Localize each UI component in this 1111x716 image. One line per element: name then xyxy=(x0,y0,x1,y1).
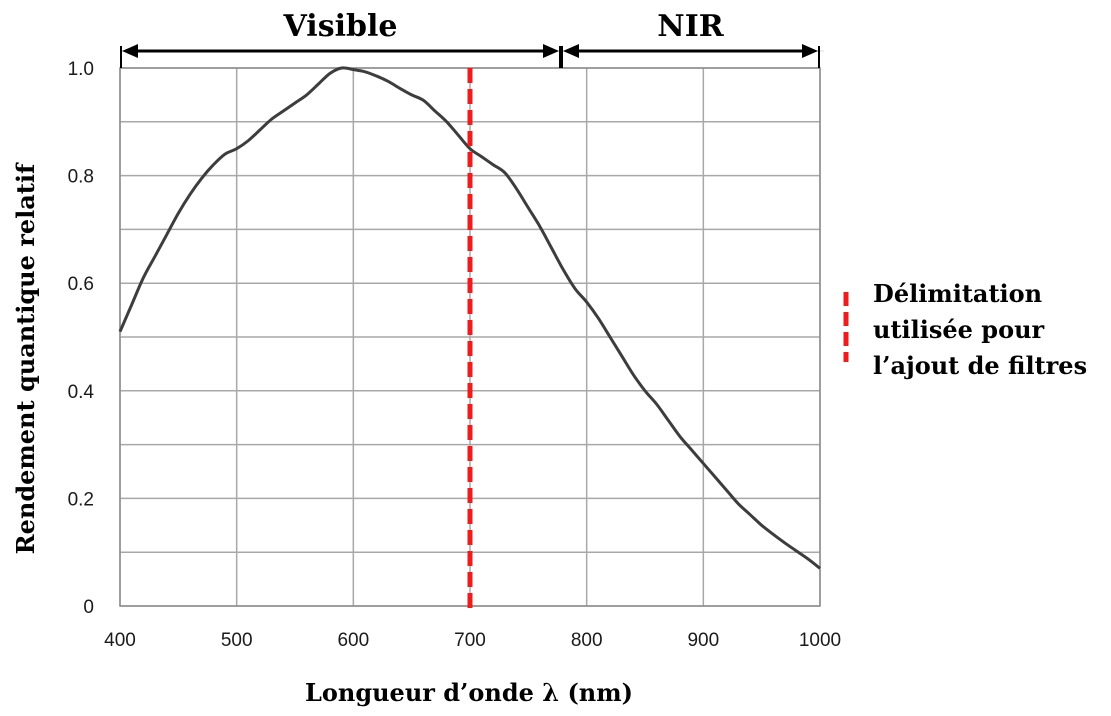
region-arrows-layer: Visible NIR xyxy=(120,9,824,68)
x-tick-label: 500 xyxy=(221,630,253,651)
x-tick-label: 400 xyxy=(104,630,136,651)
y-tick-label: 0.8 xyxy=(68,167,94,188)
x-tick-label: 600 xyxy=(337,630,369,651)
annotation-line-1: Délimitation xyxy=(873,279,1042,308)
y-tick-label: 0.6 xyxy=(68,274,94,295)
x-tick-label: 900 xyxy=(687,630,719,651)
region-label: NIR xyxy=(657,9,724,44)
series-line xyxy=(118,66,821,570)
annotation-line-2: utilisée pour xyxy=(873,315,1045,344)
y-tick-label: 0.4 xyxy=(68,382,95,403)
x-tick-label: 1000 xyxy=(799,630,841,651)
series-layer xyxy=(118,66,821,570)
x-axis-label: Longueur d’onde λ (nm) xyxy=(305,678,633,707)
y-tick-label: 1.0 xyxy=(68,59,94,80)
x-tick-label: 700 xyxy=(454,630,486,651)
region-arrowhead-left xyxy=(563,44,579,58)
region-arrowhead-left xyxy=(122,44,138,58)
region-arrowhead-right xyxy=(543,44,559,58)
annotation-line-3: l’ajout de filtres xyxy=(873,351,1087,380)
region-label: Visible xyxy=(283,9,398,44)
y-tick-label: 0.2 xyxy=(68,489,94,510)
tick-labels-layer: 400 500 600 700 800 900 1000 0 0.2 0.4 0.6 0.8 1.0 xyxy=(68,59,842,651)
y-axis-label: Rendement quantique relatif xyxy=(11,162,40,554)
annotation-legend: Délimitation utilisée pour l’ajout de fi… xyxy=(843,279,1087,380)
y-tick-label: 0 xyxy=(83,597,94,618)
region-arrowhead-right xyxy=(802,44,818,58)
x-tick-label: 800 xyxy=(571,630,603,651)
